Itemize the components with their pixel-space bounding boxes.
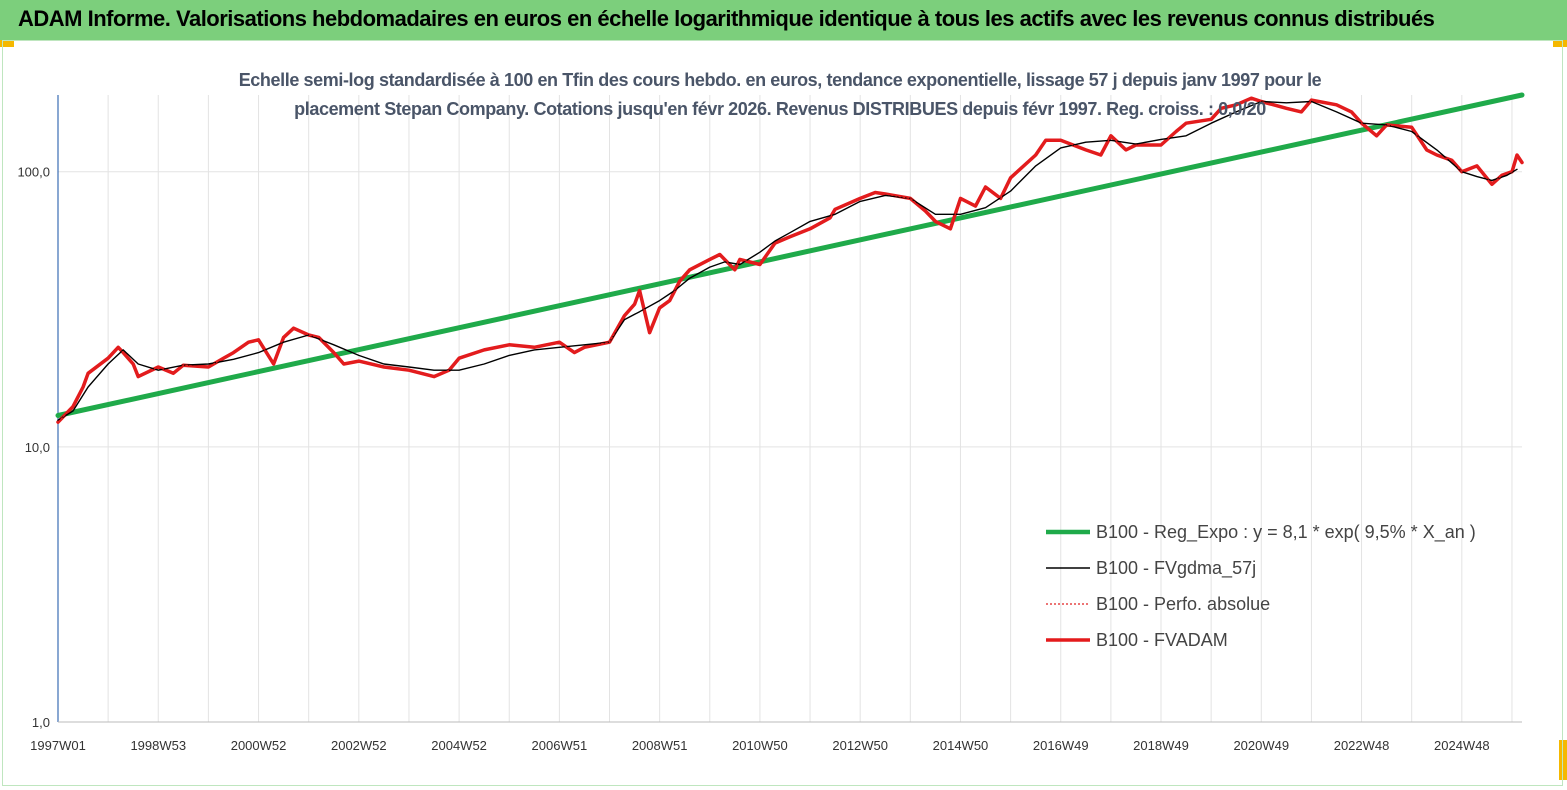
chart-title-line-1: Echelle semi-log standardisée à 100 en T…	[238, 70, 1322, 90]
series-line-2	[57, 97, 1523, 423]
x-tick-label: 2006W51	[532, 738, 588, 753]
legend-label-2: B100 - Perfo. absolue	[1096, 594, 1270, 614]
x-tick-label: 2000W52	[231, 738, 287, 753]
series-layer	[55, 92, 1525, 424]
corner-marker-bottom-right	[1559, 740, 1567, 780]
grid-layer	[58, 95, 1522, 723]
page-title: ADAM Informe. Valorisations hebdomadaire…	[18, 6, 1435, 31]
legend-label-3: B100 - FVADAM	[1096, 630, 1228, 650]
x-tick-label: 2022W48	[1334, 738, 1390, 753]
x-tick-label: 2014W50	[933, 738, 989, 753]
x-tick-label: 2020W49	[1233, 738, 1289, 753]
legend: B100 - Reg_Expo : y = 8,1 * exp( 9,5% * …	[1046, 522, 1476, 650]
x-tick-label: 2016W49	[1033, 738, 1089, 753]
chart-title: Echelle semi-log standardisée à 100 en T…	[150, 66, 1410, 124]
y-tick-label: 10,0	[25, 440, 50, 455]
axis-layer: 1,0 10,0 100,0 1997W01 1998W53 2000W52 2002W52…	[17, 95, 1522, 753]
x-tick-label: 1997W01	[30, 738, 86, 753]
title-banner: ADAM Informe. Valorisations hebdomadaire…	[0, 0, 1567, 40]
series-line-0	[55, 92, 1525, 418]
chart-frame	[2, 40, 1563, 786]
legend-label-0: B100 - Reg_Expo : y = 8,1 * exp( 9,5% * …	[1096, 522, 1476, 543]
x-tick-label: 2004W52	[431, 738, 487, 753]
x-tick-label: 2012W50	[832, 738, 888, 753]
x-tick-label: 1998W53	[130, 738, 186, 753]
x-tick-label: 2024W48	[1434, 738, 1490, 753]
y-tick-label: 100,0	[17, 165, 50, 180]
corner-marker-top-right	[1553, 40, 1567, 47]
x-tick-label: 2008W51	[632, 738, 688, 753]
legend-label-1: B100 - FVgdma_57j	[1096, 558, 1256, 579]
y-tick-label: 1,0	[32, 715, 50, 730]
series-line-1	[57, 100, 1518, 421]
chart-title-line-2: placement Stepan Company. Cotations jusq…	[294, 99, 1266, 119]
x-tick-label: 2010W50	[732, 738, 788, 753]
series-line-3	[56, 96, 1524, 424]
corner-marker-top-left	[0, 40, 14, 47]
x-tick-label: 2002W52	[331, 738, 387, 753]
x-tick-label: 2018W49	[1133, 738, 1189, 753]
